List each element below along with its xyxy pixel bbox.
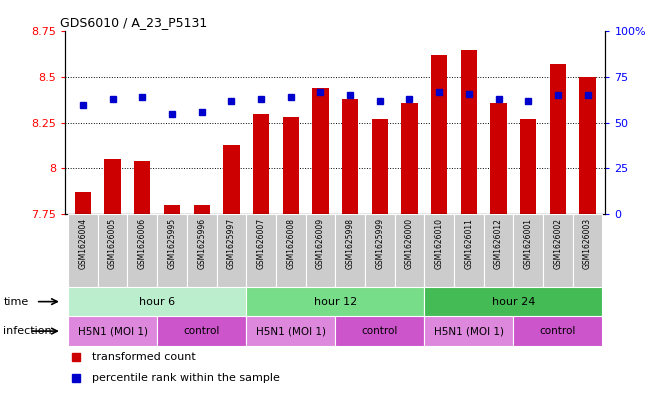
Bar	[246, 287, 424, 316]
Bar	[68, 287, 246, 316]
Bar	[283, 118, 299, 214]
Bar	[157, 316, 246, 346]
Bar	[395, 214, 424, 287]
Bar	[490, 103, 506, 214]
Bar	[401, 103, 418, 214]
Text: transformed count: transformed count	[92, 352, 196, 362]
Text: GSM1626003: GSM1626003	[583, 218, 592, 269]
Text: control: control	[540, 326, 576, 336]
Text: GDS6010 / A_23_P5131: GDS6010 / A_23_P5131	[60, 16, 207, 29]
Text: GSM1626012: GSM1626012	[494, 218, 503, 269]
Bar	[431, 55, 447, 214]
Bar	[424, 214, 454, 287]
Bar	[573, 214, 602, 287]
Bar	[312, 88, 329, 214]
Bar	[246, 316, 335, 346]
Text: GSM1625996: GSM1625996	[197, 218, 206, 269]
Text: GSM1626005: GSM1626005	[108, 218, 117, 269]
Bar	[75, 192, 91, 214]
Text: H5N1 (MOI 1): H5N1 (MOI 1)	[434, 326, 504, 336]
Text: GSM1626002: GSM1626002	[553, 218, 562, 269]
Bar	[424, 287, 602, 316]
Bar	[217, 214, 246, 287]
Bar	[335, 214, 365, 287]
Bar	[276, 214, 305, 287]
Text: time: time	[3, 297, 29, 307]
Bar	[514, 214, 543, 287]
Bar	[68, 214, 98, 287]
Text: percentile rank within the sample: percentile rank within the sample	[92, 373, 280, 383]
Bar	[335, 316, 424, 346]
Bar	[520, 119, 536, 214]
Bar	[579, 77, 596, 214]
Bar	[424, 316, 514, 346]
Text: control: control	[361, 326, 398, 336]
Bar	[128, 214, 157, 287]
Bar	[543, 214, 573, 287]
Text: H5N1 (MOI 1): H5N1 (MOI 1)	[77, 326, 148, 336]
Bar	[193, 205, 210, 214]
Bar	[514, 316, 602, 346]
Text: GSM1626011: GSM1626011	[464, 218, 473, 269]
Bar	[246, 214, 276, 287]
Text: GSM1626009: GSM1626009	[316, 218, 325, 269]
Text: hour 24: hour 24	[492, 297, 535, 307]
Bar	[164, 205, 180, 214]
Bar	[68, 316, 157, 346]
Bar	[484, 214, 514, 287]
Text: H5N1 (MOI 1): H5N1 (MOI 1)	[256, 326, 326, 336]
Text: GSM1625998: GSM1625998	[346, 218, 355, 269]
Bar	[223, 145, 240, 214]
Bar	[461, 50, 477, 214]
Text: control: control	[184, 326, 220, 336]
Text: GSM1626001: GSM1626001	[524, 218, 533, 269]
Bar	[365, 214, 395, 287]
Text: GSM1626006: GSM1626006	[138, 218, 146, 269]
Bar	[134, 161, 150, 214]
Text: GSM1625999: GSM1625999	[375, 218, 384, 269]
Text: GSM1626010: GSM1626010	[435, 218, 444, 269]
Bar	[98, 214, 128, 287]
Bar	[372, 119, 388, 214]
Text: hour 12: hour 12	[314, 297, 357, 307]
Text: hour 6: hour 6	[139, 297, 175, 307]
Text: GSM1625997: GSM1625997	[227, 218, 236, 269]
Bar	[104, 159, 121, 214]
Bar	[549, 64, 566, 214]
Bar	[454, 214, 484, 287]
Text: infection: infection	[3, 326, 52, 336]
Bar	[253, 114, 270, 214]
Text: GSM1626007: GSM1626007	[256, 218, 266, 269]
Text: GSM1626004: GSM1626004	[78, 218, 87, 269]
Text: GSM1625995: GSM1625995	[167, 218, 176, 269]
Text: GSM1626008: GSM1626008	[286, 218, 296, 269]
Bar	[305, 214, 335, 287]
Bar	[342, 99, 358, 214]
Text: GSM1626000: GSM1626000	[405, 218, 414, 269]
Bar	[187, 214, 217, 287]
Bar	[157, 214, 187, 287]
